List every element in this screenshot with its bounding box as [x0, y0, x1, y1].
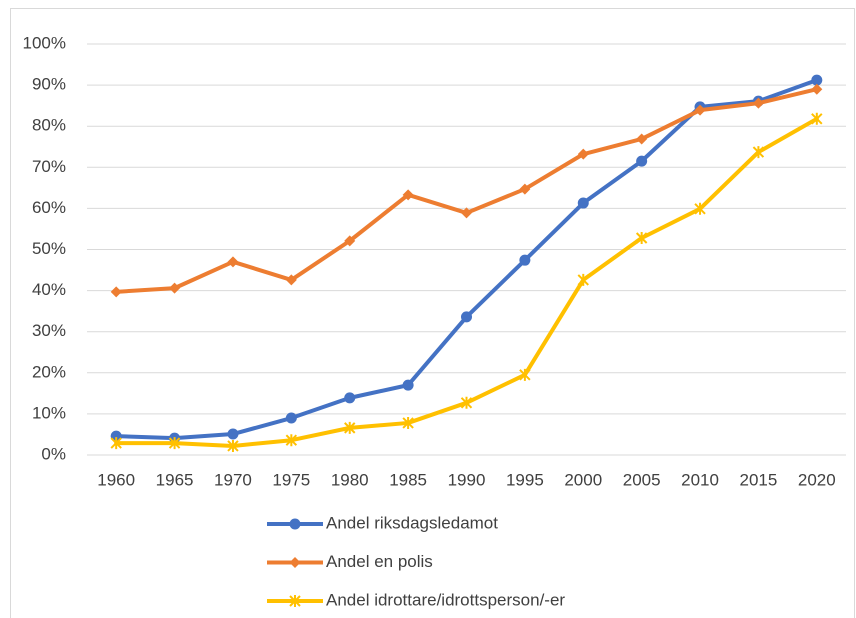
data-point — [285, 412, 297, 424]
data-point — [636, 133, 648, 145]
data-point — [169, 282, 181, 294]
data-point — [752, 97, 764, 109]
data-point — [460, 396, 473, 409]
data-point — [168, 437, 181, 450]
data-point — [227, 428, 239, 440]
legend-label: Andel idrottare/idrottsperson/-er — [326, 590, 565, 609]
chart-border — [10, 8, 855, 618]
y-tick-label: 50% — [32, 239, 66, 258]
data-point — [344, 235, 356, 247]
y-tick-label: 0% — [41, 444, 66, 463]
x-tick-label: 1975 — [272, 470, 310, 489]
data-point — [577, 148, 589, 160]
legend-label: Andel riksdagsledamot — [326, 513, 498, 532]
x-tick-label: 2015 — [740, 470, 778, 489]
data-point — [811, 112, 823, 125]
data-point — [285, 434, 298, 447]
x-tick-label: 1970 — [214, 470, 252, 489]
x-tick-label: 1990 — [448, 470, 486, 489]
data-point — [636, 155, 648, 167]
data-point — [577, 197, 589, 209]
x-tick-label: 2000 — [564, 470, 602, 489]
data-point — [110, 286, 122, 298]
data-point — [110, 437, 122, 450]
x-tick-label: 1965 — [156, 470, 194, 489]
y-tick-label: 100% — [23, 33, 66, 52]
x-tick-label: 2010 — [681, 470, 719, 489]
data-point — [461, 207, 472, 219]
x-tick-label: 1980 — [331, 470, 369, 489]
data-point — [752, 146, 765, 159]
y-tick-label: 10% — [32, 403, 66, 422]
y-tick-label: 90% — [32, 75, 66, 94]
x-tick-label: 1960 — [97, 470, 135, 489]
data-point — [344, 421, 356, 434]
data-point — [461, 311, 472, 323]
x-tick-label: 2020 — [798, 470, 836, 489]
data-point — [227, 256, 239, 268]
y-tick-label: 20% — [32, 362, 66, 381]
data-point — [811, 83, 823, 95]
data-point — [285, 274, 297, 286]
y-tick-label: 60% — [32, 198, 66, 217]
data-point — [811, 74, 823, 86]
series-line — [114, 87, 819, 294]
data-point — [519, 254, 531, 266]
y-tick-label: 80% — [32, 116, 66, 135]
data-point — [402, 416, 414, 429]
data-point — [519, 183, 531, 195]
data-point — [635, 231, 648, 244]
x-tick-label: 2005 — [623, 470, 661, 489]
data-point — [519, 368, 531, 381]
data-point — [227, 439, 239, 452]
data-point — [577, 273, 589, 286]
y-tick-label: 70% — [32, 157, 66, 176]
y-tick-label: 40% — [32, 280, 66, 299]
legend-marker — [289, 595, 301, 607]
x-tick-label: 1985 — [389, 470, 427, 489]
y-tick-label: 30% — [32, 321, 66, 340]
data-point — [344, 392, 356, 404]
data-point — [694, 202, 706, 215]
legend-marker — [289, 518, 301, 530]
data-point — [402, 379, 414, 391]
data-point — [110, 430, 122, 442]
data-point — [694, 104, 706, 116]
legend-marker — [289, 557, 301, 568]
series-line — [114, 78, 819, 441]
legend-label: Andel en polis — [326, 552, 433, 571]
x-tick-label: 1995 — [506, 470, 544, 489]
data-point — [402, 189, 414, 201]
